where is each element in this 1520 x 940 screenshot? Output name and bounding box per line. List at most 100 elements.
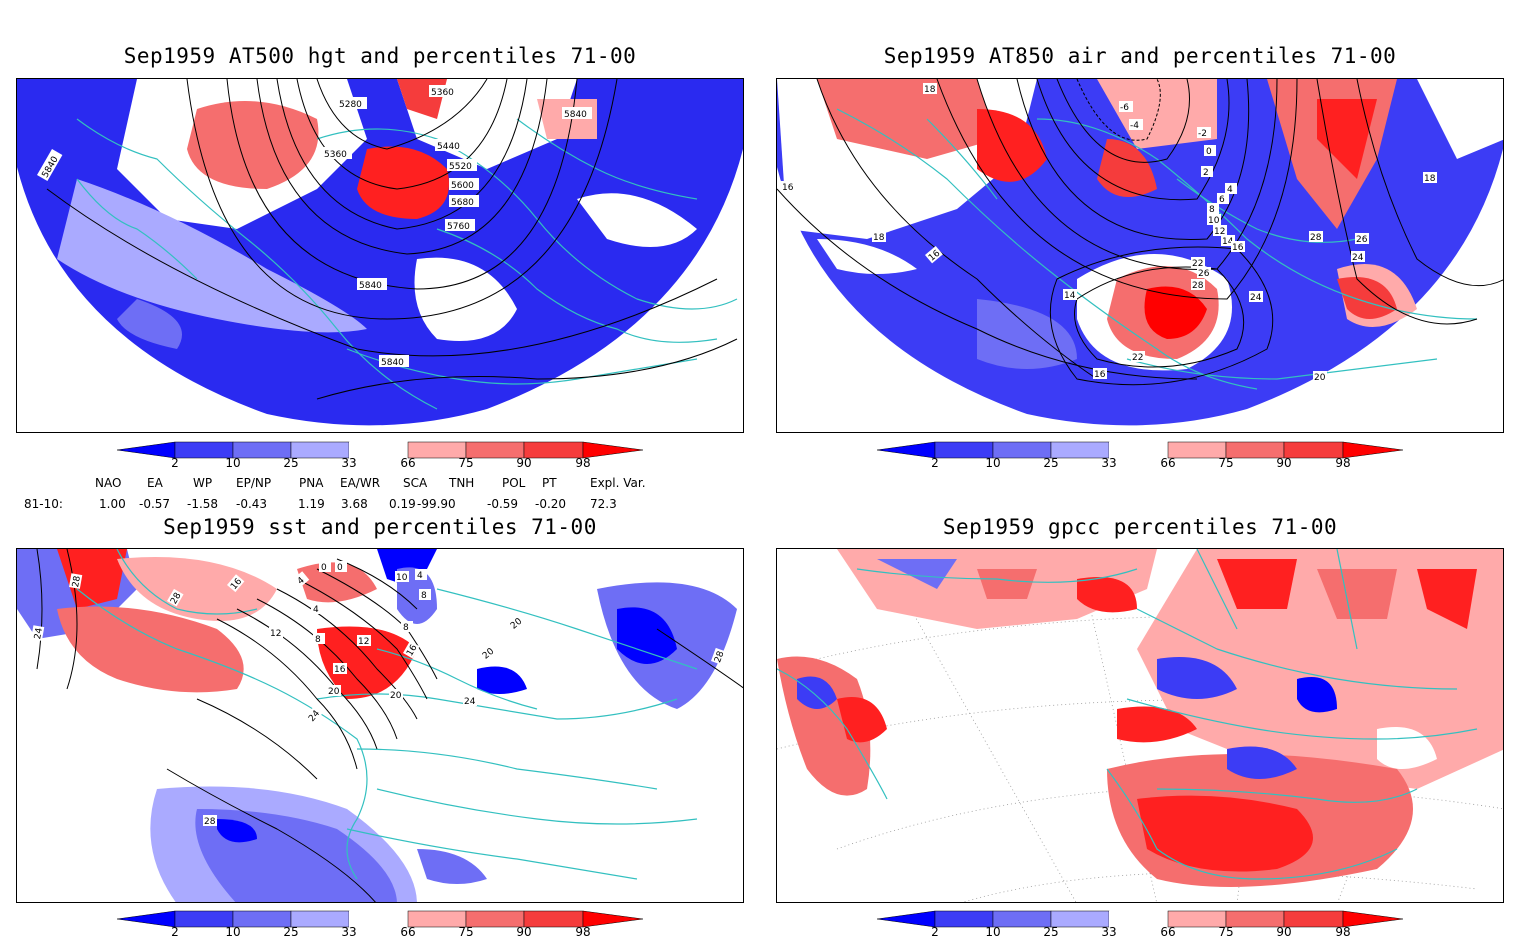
colorbar-tick-label: 25 xyxy=(1043,925,1059,939)
contour-label: 28 xyxy=(1310,233,1322,243)
contour-label: 5440 xyxy=(437,142,460,152)
contour-label: 2 xyxy=(1203,168,1209,178)
temperature-contours xyxy=(777,79,1503,386)
colorbar-tick-label: 10 xyxy=(985,925,1001,939)
contour-label: 4 xyxy=(417,571,423,581)
colorbar-tick-label: 98 xyxy=(575,925,591,939)
colorbar-segment xyxy=(1225,441,1285,459)
contour-label: 5360 xyxy=(431,88,454,98)
map-hgt500-canvas: 5280 5360 5360 5440 5520 5600 5680 5760 … xyxy=(17,79,743,426)
idx-v: 0.19 xyxy=(389,497,416,511)
colorbar-svg xyxy=(116,441,644,459)
panel-title-gpcc: Sep1959 gpcc percentiles 71-00 xyxy=(942,515,1338,539)
contour-label: 16 xyxy=(782,183,794,193)
colorbar-tick-label: 33 xyxy=(341,925,357,939)
contour-label: 18 xyxy=(924,85,936,95)
colorbar-tick-label: 90 xyxy=(516,925,532,939)
colorbar-tick-label: 98 xyxy=(575,456,591,470)
idx-v: -1.58 xyxy=(187,497,219,511)
contour-label: 26 xyxy=(1198,269,1210,279)
panel-title-air850: Sep1959 AT850 air and percentiles 71-00 xyxy=(883,44,1397,68)
map-hgt500: 5280 5360 5360 5440 5520 5600 5680 5760 … xyxy=(16,78,744,433)
map-sst-canvas: 28 28 24 16 4 0 0 4 8 8 12 12 16 16 20 2… xyxy=(17,549,743,902)
idx-v: 1.00 xyxy=(99,497,126,511)
idx-v: -0.59 xyxy=(487,497,519,511)
colorbar-segment xyxy=(1167,910,1227,928)
colorbar-segment xyxy=(523,910,584,928)
colorbar-segment xyxy=(1342,441,1404,459)
contour-label: 5840 xyxy=(381,358,404,368)
colorbar-svg xyxy=(876,910,1404,928)
contour-label: 8 xyxy=(403,623,409,633)
colorbar-tick-label: 66 xyxy=(400,925,416,939)
contour-label: 24 xyxy=(464,697,476,707)
colorbar-tick-label: 33 xyxy=(341,456,357,470)
colorbar-segment xyxy=(934,441,994,459)
contour-label: 28 xyxy=(71,575,83,588)
colorbar-segment xyxy=(116,910,176,928)
colorbar-tick-label: 25 xyxy=(283,456,299,470)
coastlines xyxy=(76,118,738,410)
map-gpcc-canvas xyxy=(777,549,1503,902)
colorbar-segment xyxy=(232,910,292,928)
colorbar-segment xyxy=(1109,442,1168,458)
colorbar-segment xyxy=(992,441,1052,459)
contour-label: 16 xyxy=(1094,370,1106,380)
colorbar-sst: 2 10 25 33 66 75 90 98 xyxy=(116,910,644,940)
map-sst: 28 28 24 16 4 0 0 4 8 8 12 12 16 16 20 2… xyxy=(16,548,744,903)
idx-h: Expl. Var. xyxy=(590,476,646,490)
contour-label: 5280 xyxy=(339,100,362,110)
colorbar-tick-label: 2 xyxy=(931,925,939,939)
colorbar-tick-label: 98 xyxy=(1335,925,1351,939)
idx-row-label: 81-10: xyxy=(24,497,63,511)
colorbar-segment xyxy=(174,910,234,928)
map-air850: -6 -4 -2 0 2 4 6 8 10 12 14 16 16 16 16 … xyxy=(776,78,1504,433)
idx-v: -0.57 xyxy=(139,497,171,511)
colorbar-tick-label: 75 xyxy=(458,925,474,939)
contour-label: 12 xyxy=(358,637,369,647)
colorbar-segment xyxy=(1109,911,1168,927)
colorbar-svg xyxy=(876,441,1404,459)
contour-label: 20 xyxy=(1314,373,1326,383)
contour-label: 6 xyxy=(1219,195,1225,205)
contour-label: 5840 xyxy=(359,281,382,291)
idx-h: PT xyxy=(542,476,557,490)
colorbar-tick-label: 66 xyxy=(1160,925,1176,939)
colorbar-hgt500: 2 10 25 33 66 75 90 98 xyxy=(116,441,644,477)
panel-title-sst: Sep1959 sst and percentiles 71-00 xyxy=(163,515,597,539)
colorbar-tick-label: 25 xyxy=(1043,456,1059,470)
idx-v: -99.90 xyxy=(417,497,456,511)
contour-label: 0 xyxy=(1206,147,1212,157)
contour-label: 14 xyxy=(1064,291,1076,301)
colorbar-segment xyxy=(582,910,644,928)
colorbar-segment xyxy=(934,910,994,928)
colorbar-segment xyxy=(1283,910,1344,928)
height-contours xyxy=(46,79,738,400)
colorbar-segment xyxy=(876,910,936,928)
colorbar-tick-label: 33 xyxy=(1101,456,1117,470)
colorbar-segment xyxy=(290,910,350,928)
idx-h: NAO xyxy=(95,476,122,490)
contour-label: -4 xyxy=(1130,121,1139,131)
colorbar-tick-label: 75 xyxy=(1218,925,1234,939)
colorbar-tick-label: 33 xyxy=(1101,925,1117,939)
colorbar-segment xyxy=(1050,441,1110,459)
colorbar-segment xyxy=(349,442,408,458)
map-air850-canvas: -6 -4 -2 0 2 4 6 8 10 12 14 16 16 16 16 … xyxy=(777,79,1503,426)
panel-title-hgt500: Sep1959 AT500 hgt and percentiles 71-00 xyxy=(123,44,637,68)
colorbar-segment xyxy=(1167,441,1227,459)
colorbar-segment xyxy=(465,441,525,459)
percentile-patches xyxy=(777,549,1503,887)
colorbar-segment xyxy=(1050,910,1110,928)
colorbar-segment xyxy=(992,910,1052,928)
contour-label: 12 xyxy=(270,629,281,639)
contour-label: 28 xyxy=(204,817,216,827)
contour-label: 5840 xyxy=(564,110,587,120)
contour-label: 5760 xyxy=(447,222,470,232)
colorbar-air850: 2 10 25 33 66 75 90 98 xyxy=(876,441,1404,477)
colorbar-svg xyxy=(116,910,644,928)
colorbar-tick-label: 10 xyxy=(225,456,241,470)
contour-label: 22 xyxy=(1192,259,1203,269)
colorbar-segment xyxy=(174,441,234,459)
coastlines xyxy=(836,108,1478,390)
